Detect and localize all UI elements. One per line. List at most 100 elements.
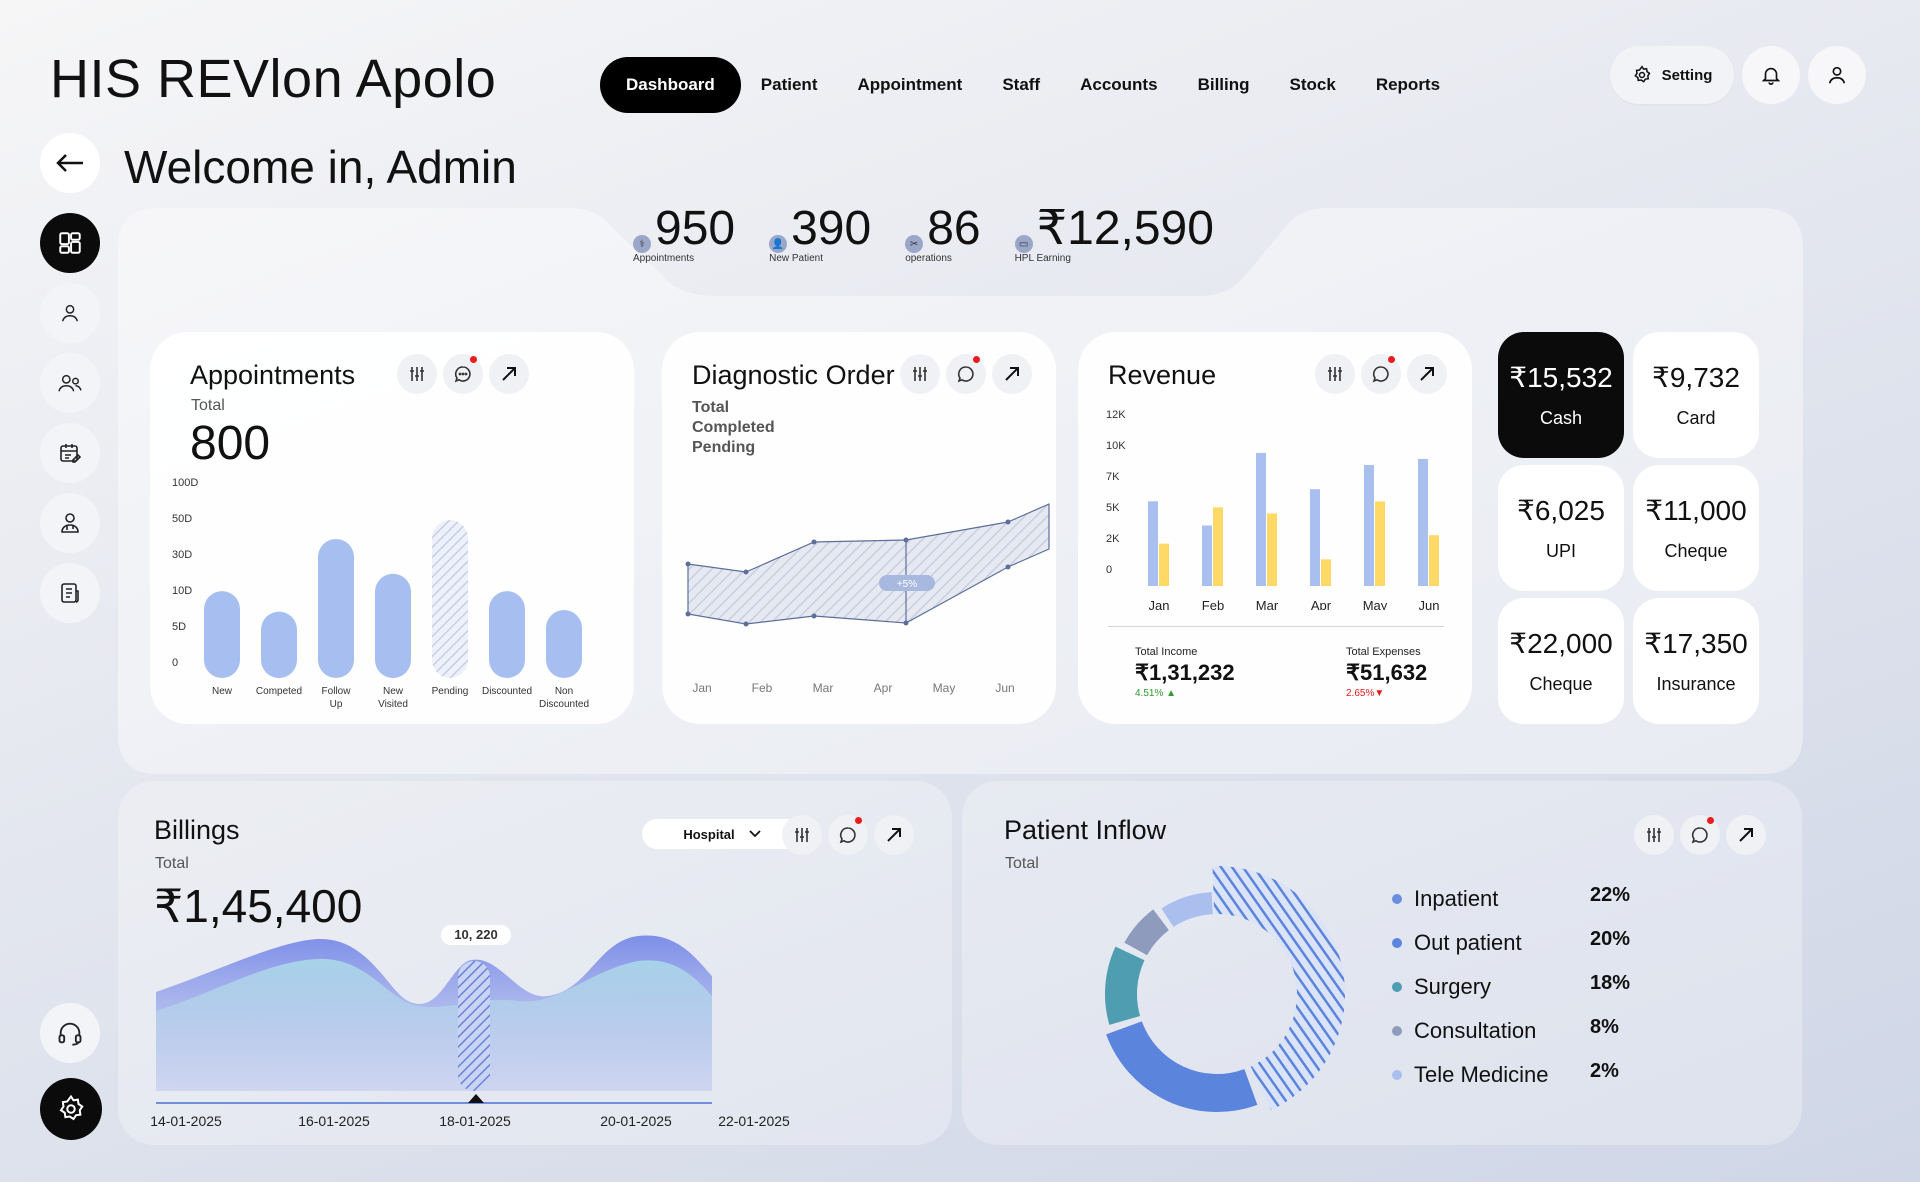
chat-icon — [957, 366, 974, 383]
segment-surgery[interactable] — [1105, 946, 1145, 1025]
payment-tile-cash[interactable]: ₹15,532 Cash — [1498, 332, 1624, 458]
y-tick: 50D — [172, 513, 192, 525]
stat-value: ₹12,590 — [1036, 202, 1214, 255]
profile-button[interactable] — [1808, 46, 1866, 104]
payment-tile-cheque-2[interactable]: ₹22,000 Cheque — [1498, 598, 1624, 724]
back-button[interactable] — [40, 133, 100, 193]
filter-button[interactable] — [900, 354, 940, 394]
stat-value: 86 — [927, 202, 981, 255]
calendar-edit-icon — [60, 444, 82, 463]
sidebar-item-reports[interactable] — [40, 563, 100, 623]
sidebar-item-dashboard[interactable] — [40, 213, 100, 273]
total-expenses-label: Total Expenses — [1346, 646, 1421, 658]
stat-new-patient: 👤 390 New Patient — [769, 205, 871, 264]
card-title: Billings — [154, 815, 240, 845]
segment-inpatient[interactable] — [1212, 866, 1345, 1111]
stats-row: ⚕ 950 Appointments 👤 390 New Patient ✂ 86 o… — [633, 205, 1214, 264]
nav-dashboard[interactable]: Dashboard — [600, 57, 741, 113]
comment-button[interactable] — [1361, 354, 1401, 394]
settings-button[interactable] — [40, 1078, 102, 1140]
filter-button[interactable] — [782, 815, 822, 855]
income-bar — [1364, 465, 1374, 586]
bar — [432, 520, 468, 678]
nav-accounts[interactable]: Accounts — [1080, 75, 1158, 94]
filter-button[interactable] — [1634, 815, 1674, 855]
nav-patient[interactable]: Patient — [760, 75, 818, 94]
expand-button[interactable] — [1726, 815, 1766, 855]
tile-label: Cheque — [1529, 674, 1593, 694]
nav-billing[interactable]: Billing — [1197, 75, 1250, 94]
filter-select[interactable]: Hospital — [642, 819, 802, 849]
x-tick: 22-01-2025 — [718, 1113, 790, 1129]
appointments-card: Appointments Total 800 100D 50D 30D 10D 5D 0 N… — [150, 332, 634, 724]
x-tick: Up — [330, 699, 343, 710]
x-tick: Visited — [378, 699, 408, 710]
total-label: Total — [155, 855, 189, 872]
total-value: ₹1,45,400 — [154, 880, 363, 932]
stat-label: HPL Earning — [1014, 253, 1071, 264]
x-tick: Feb — [752, 681, 773, 695]
tile-label: Insurance — [1656, 674, 1736, 694]
y-tick: 12K — [1106, 410, 1126, 421]
comment-button[interactable] — [828, 815, 868, 855]
point — [811, 613, 817, 619]
payment-tile-upi[interactable]: ₹6,025 UPI — [1498, 465, 1624, 591]
nav-stock[interactable]: Stock — [1289, 75, 1336, 94]
user-icon: 👤 — [769, 235, 788, 253]
card-title: Revenue — [1108, 360, 1217, 390]
filter-button[interactable] — [1315, 354, 1355, 394]
tile-label: Cash — [1539, 408, 1583, 428]
sidebar-item-patient[interactable] — [40, 283, 100, 343]
sidebar-item-staff[interactable] — [40, 353, 100, 413]
legend-dot — [1392, 982, 1402, 992]
chat-icon — [839, 827, 856, 844]
income-bar — [1148, 501, 1158, 586]
payment-tile-card[interactable]: ₹9,732 Card — [1633, 332, 1759, 458]
nav-appointment[interactable]: Appointment — [857, 75, 963, 94]
support-button[interactable] — [40, 1003, 100, 1063]
tile-value: ₹17,350 — [1644, 628, 1748, 659]
filter-value: Hospital — [683, 826, 735, 842]
expand-button[interactable] — [1407, 354, 1447, 394]
y-tick: 30D — [172, 549, 192, 561]
diagnostic-card: Diagnostic Order Total Completed Pending… — [662, 332, 1056, 724]
highlight-bar — [458, 961, 490, 1091]
nav-staff[interactable]: Staff — [1002, 75, 1041, 94]
sidebar-item-appointment[interactable] — [40, 423, 100, 483]
x-tick: Jan — [692, 681, 711, 695]
x-tick: Discounted — [482, 686, 532, 697]
nav-reports[interactable]: Reports — [1375, 75, 1441, 94]
setting-button[interactable]: Setting — [1610, 46, 1734, 104]
legend-label: Inpatient — [1414, 886, 1499, 911]
diagnostic-area — [687, 503, 1050, 625]
appointments-chart: 100D 50D 30D 10D 5D 0 New Competed Follow Up New Vi… — [172, 477, 589, 710]
notification-button[interactable] — [1742, 46, 1800, 104]
y-tick: 2K — [1106, 533, 1120, 545]
expense-bar — [1213, 507, 1223, 586]
x-tick: Competed — [256, 686, 302, 697]
y-tick: 5K — [1106, 502, 1120, 514]
filter-button[interactable] — [397, 354, 437, 394]
segment-out-patient[interactable] — [1106, 1021, 1258, 1112]
payment-tile-cheque[interactable]: ₹11,000 Cheque — [1633, 465, 1759, 591]
sidebar-item-doctor[interactable] — [40, 493, 100, 553]
timeline-marker[interactable] — [468, 1094, 484, 1103]
comment-button[interactable] — [443, 354, 483, 394]
card-title: Patient Inflow — [1004, 815, 1167, 845]
expand-button[interactable] — [489, 354, 529, 394]
unread-dot — [470, 356, 477, 363]
expand-button[interactable] — [992, 354, 1032, 394]
arrow-up-right-icon — [887, 828, 901, 842]
point — [743, 569, 749, 575]
comment-button[interactable] — [946, 354, 986, 394]
sliders-icon — [913, 367, 927, 381]
expand-button[interactable] — [874, 815, 914, 855]
tooltip-value: 10, 220 — [454, 927, 497, 942]
legend-pct: 22% — [1590, 884, 1631, 906]
comment-button[interactable] — [1680, 815, 1720, 855]
payment-tile-insurance[interactable]: ₹17,350 Insurance — [1633, 598, 1759, 724]
segment-consultation[interactable] — [1124, 909, 1169, 956]
segment-tele-medicine[interactable] — [1161, 892, 1213, 927]
app-title: HIS REVlon Apolo — [50, 49, 497, 109]
x-tick: Non — [555, 686, 573, 697]
